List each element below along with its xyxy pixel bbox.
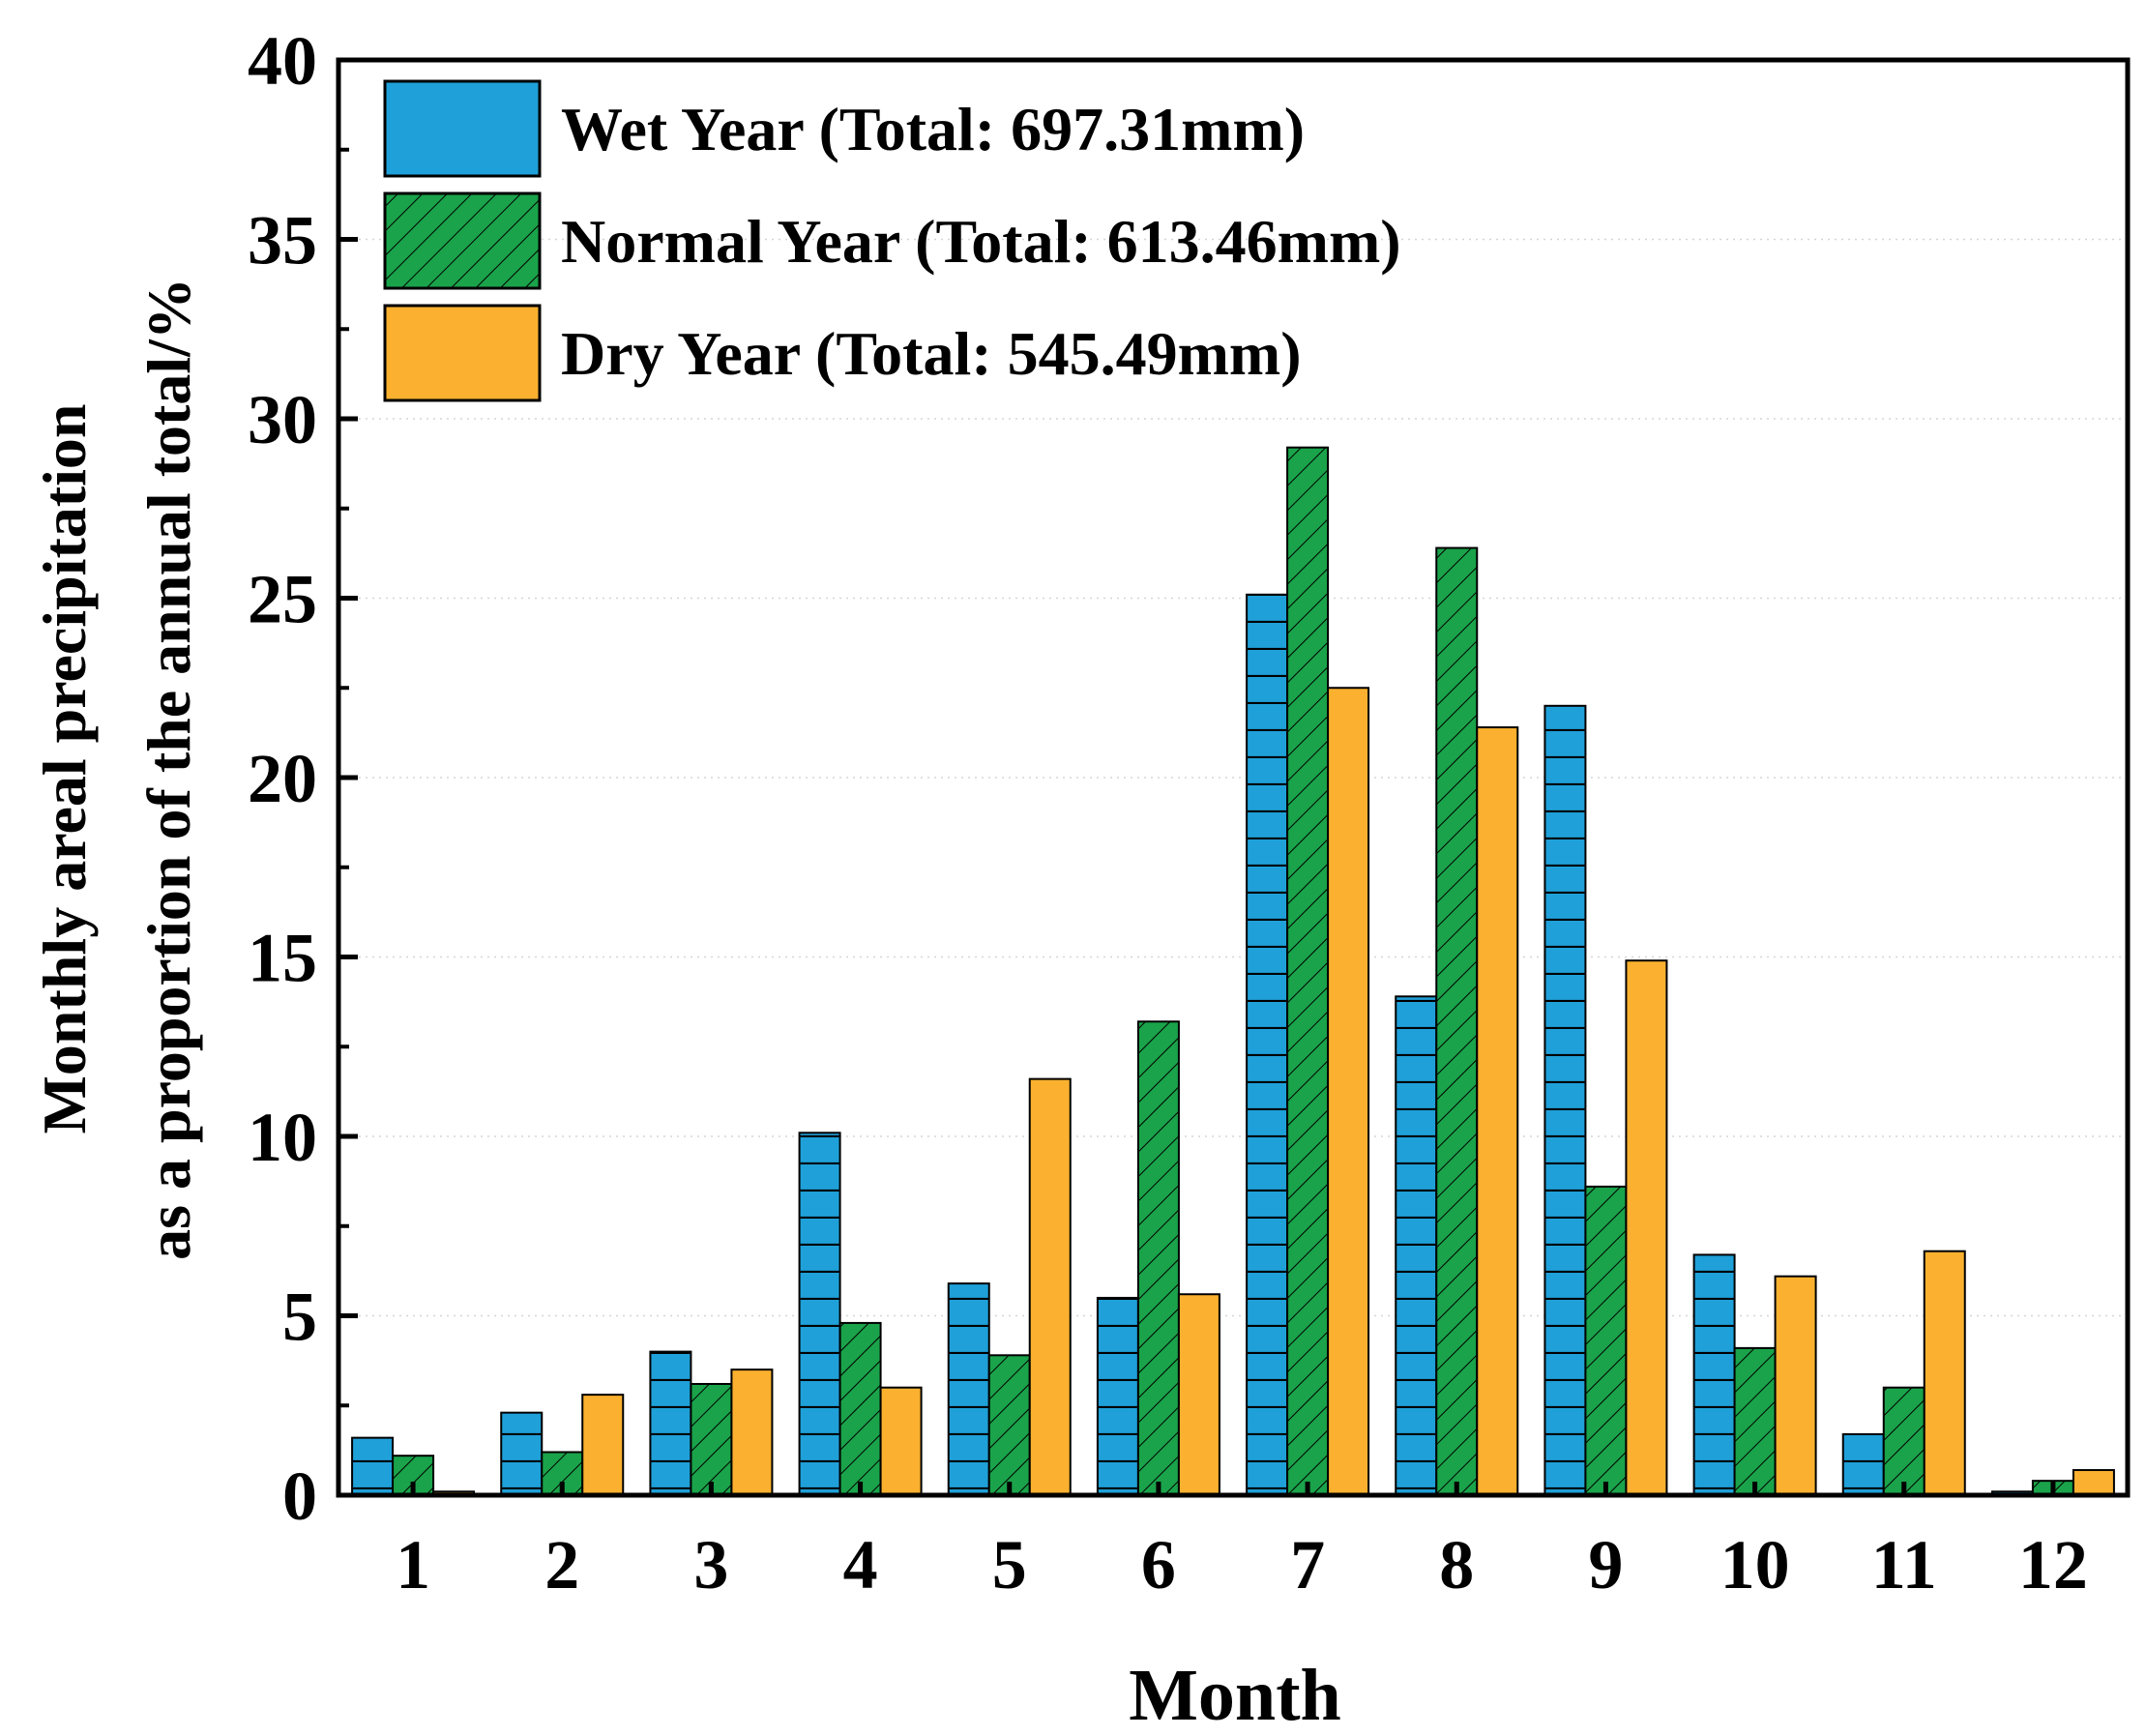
bar-dry-month-2 <box>581 1394 625 1496</box>
plot-border <box>336 57 2131 1498</box>
x-axis-title: Month <box>1129 1655 1341 1731</box>
bar-wet-month-11 <box>1841 1432 1885 1497</box>
bar-wet-month-10 <box>1692 1253 1736 1497</box>
x-tick-label-12: 12 <box>2018 1526 2088 1604</box>
y-tick-label-0: 0 <box>282 1457 317 1535</box>
y-tick-label-15: 15 <box>248 920 317 997</box>
x-tick-label-11: 11 <box>1871 1526 1937 1604</box>
bar-dry-month-7 <box>1327 687 1370 1496</box>
y-tick-label-30: 30 <box>248 381 317 458</box>
bar-wet-month-6 <box>1096 1296 1139 1496</box>
x-tick-label-5: 5 <box>992 1526 1027 1604</box>
bar-normal-month-11 <box>1882 1386 1926 1496</box>
bar-dry-month-6 <box>1177 1293 1220 1496</box>
x-tick-label-3: 3 <box>693 1526 728 1604</box>
bar-wet-month-7 <box>1246 593 1289 1496</box>
bar-normal-month-8 <box>1435 546 1479 1496</box>
bar-dry-month-11 <box>1923 1250 1966 1496</box>
bar-normal-month-9 <box>1584 1185 1628 1496</box>
bar-normal-month-4 <box>838 1321 882 1497</box>
bar-wet-month-1 <box>351 1436 395 1497</box>
bar-normal-month-6 <box>1136 1020 1180 1497</box>
y-axis-title-line1: Monthly areal precipitation <box>30 404 99 1134</box>
legend-label: Normal Year (Total: 613.46mm) <box>561 207 1401 276</box>
bar-wet-month-4 <box>798 1132 841 1497</box>
legend-label: Dry Year (Total: 545.49mm) <box>561 319 1302 388</box>
bar-normal-month-2 <box>541 1451 584 1496</box>
bar-wet-month-9 <box>1543 704 1587 1496</box>
x-tick-label-10: 10 <box>1720 1526 1790 1604</box>
x-tick-label-9: 9 <box>1588 1526 1623 1604</box>
y-tick-label-35: 35 <box>248 202 317 280</box>
bar-normal-month-7 <box>1286 446 1330 1496</box>
legend-item-dry: Dry Year (Total: 545.49mm) <box>383 304 1302 402</box>
bar-dry-month-4 <box>879 1386 923 1496</box>
bar-wet-month-3 <box>649 1350 692 1496</box>
bar-dry-month-10 <box>1774 1275 1817 1496</box>
x-tick-label-7: 7 <box>1290 1526 1325 1604</box>
bar-dry-month-5 <box>1028 1077 1072 1496</box>
bar-wet-month-2 <box>500 1411 544 1497</box>
bar-dry-month-9 <box>1625 959 1668 1496</box>
legend-item-wet: Wet Year (Total: 697.31mm) <box>383 79 1305 178</box>
y-tick-label-40: 40 <box>248 22 317 100</box>
bar-dry-month-8 <box>1476 726 1519 1496</box>
legend-item-normal: Normal Year (Total: 613.46mm) <box>383 191 1401 290</box>
legend-swatch <box>385 306 540 400</box>
legend-swatch <box>385 81 540 176</box>
x-tick-label-4: 4 <box>843 1526 878 1604</box>
x-tick-label-2: 2 <box>544 1526 579 1604</box>
y-tick-label-5: 5 <box>282 1279 317 1356</box>
bar-normal-month-5 <box>987 1354 1031 1497</box>
legend-label: Wet Year (Total: 697.31mm) <box>561 95 1305 163</box>
bar-dry-month-3 <box>730 1368 774 1497</box>
y-tick-label-10: 10 <box>248 1099 317 1176</box>
bar-wet-month-8 <box>1395 995 1438 1497</box>
x-tick-label-1: 1 <box>396 1526 430 1604</box>
bar-wet-month-5 <box>947 1282 990 1496</box>
x-tick-label-8: 8 <box>1439 1526 1474 1604</box>
y-tick-label-20: 20 <box>248 740 317 817</box>
bar-dry-month-12 <box>2072 1469 2115 1497</box>
bar-normal-month-10 <box>1733 1346 1777 1497</box>
y-axis-title-line2: as a proportion of the annual total/% <box>134 278 203 1260</box>
bar-normal-month-3 <box>690 1382 733 1496</box>
x-tick-label-6: 6 <box>1141 1526 1176 1604</box>
y-tick-label-25: 25 <box>248 561 317 638</box>
